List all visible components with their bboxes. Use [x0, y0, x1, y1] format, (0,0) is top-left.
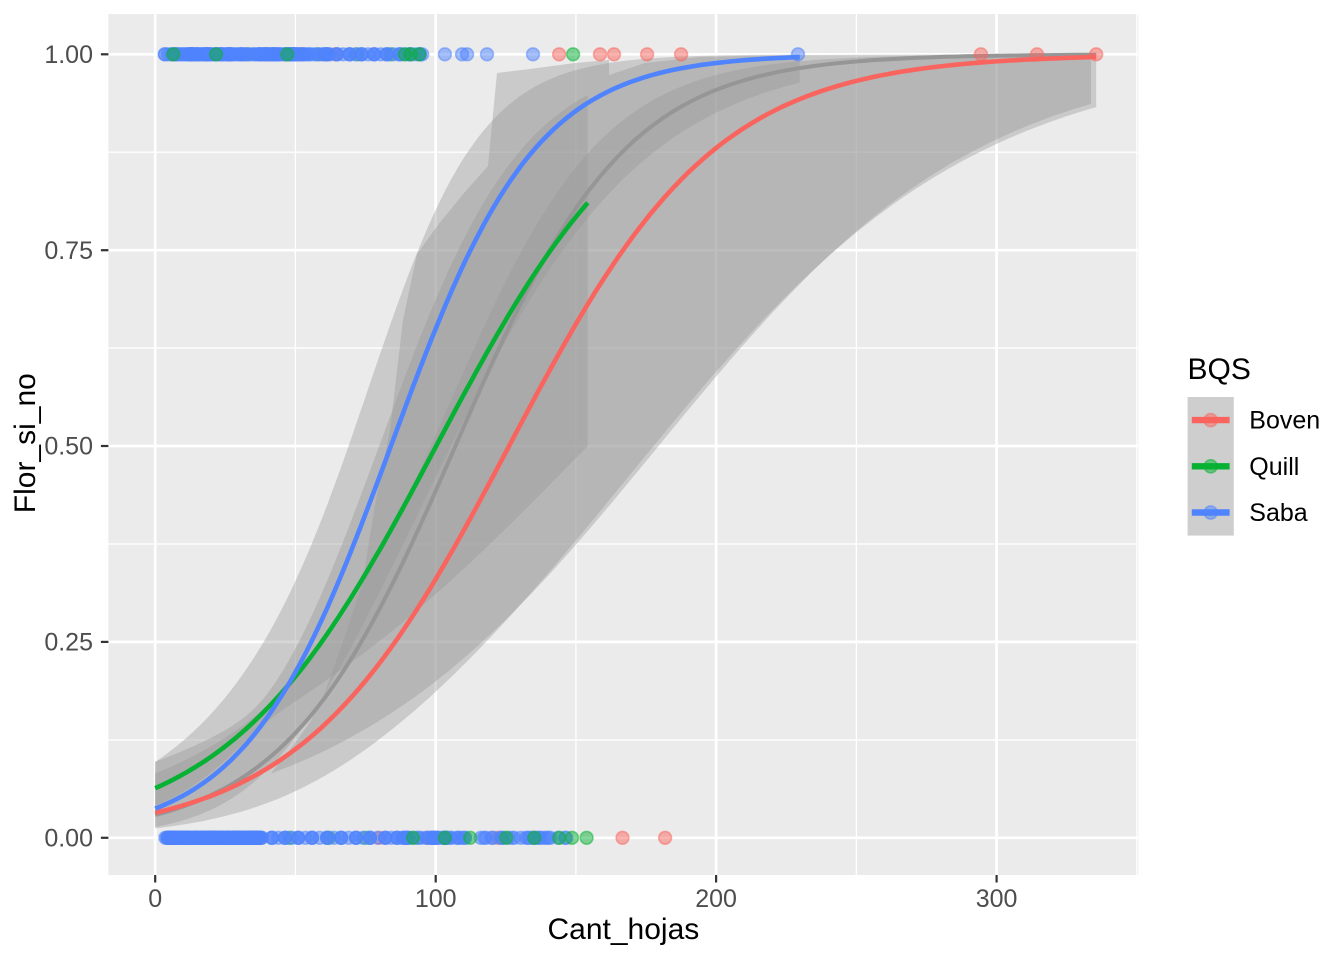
svg-text:Quill: Quill [1249, 453, 1299, 481]
svg-text:100: 100 [415, 885, 457, 913]
svg-text:0.50: 0.50 [44, 433, 93, 461]
svg-text:0.25: 0.25 [44, 629, 93, 657]
svg-text:0.00: 0.00 [44, 824, 93, 852]
svg-text:300: 300 [976, 885, 1018, 913]
svg-text:0.75: 0.75 [44, 237, 93, 265]
svg-text:200: 200 [695, 885, 737, 913]
svg-text:Boven: Boven [1249, 407, 1320, 435]
svg-text:1.00: 1.00 [44, 41, 93, 69]
svg-text:Cant_hojas: Cant_hojas [548, 913, 700, 946]
svg-text:Saba: Saba [1249, 499, 1307, 527]
svg-text:BQS: BQS [1188, 353, 1251, 386]
svg-text:0: 0 [148, 885, 162, 913]
svg-text:Flor_si_no: Flor_si_no [9, 373, 42, 513]
